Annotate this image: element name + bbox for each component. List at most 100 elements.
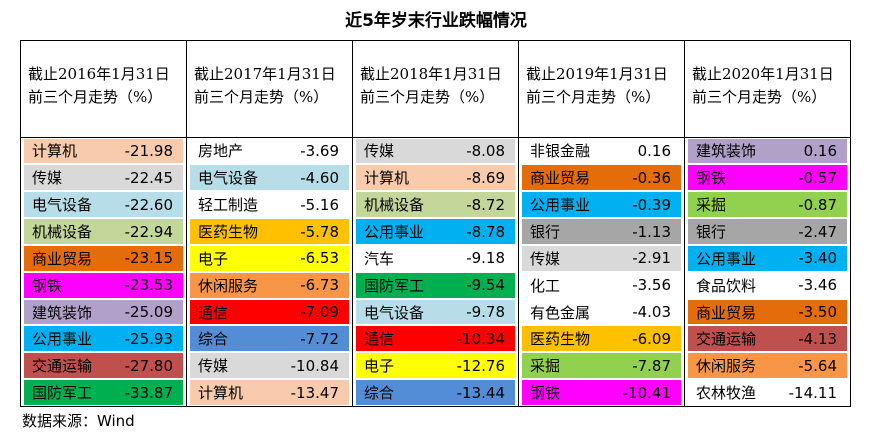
industry-name: 通信: [364, 330, 395, 349]
industry-name: 传媒: [530, 249, 561, 268]
change-value: -1.13: [632, 222, 671, 241]
header-line: 前三个月走势（%）: [28, 88, 163, 106]
change-value: -12.76: [456, 356, 505, 375]
header-line: 截止2018年1月31日: [360, 65, 502, 83]
industry-name: 传媒: [32, 169, 63, 188]
change-value: -0.39: [632, 195, 671, 214]
change-value: -33.87: [124, 383, 173, 402]
change-value: -9.78: [466, 303, 505, 322]
industry-name: 公用事业: [696, 249, 757, 268]
change-value: -10.34: [456, 329, 505, 348]
industry-name: 建筑装饰: [696, 142, 757, 161]
change-value: -4.60: [300, 168, 339, 187]
industry-name: 钢铁: [696, 169, 727, 188]
industry-name: 电气设备: [364, 303, 425, 322]
industry-name: 钢铁: [32, 276, 63, 295]
table-row: 医药生物 -6.09: [522, 326, 681, 352]
table-row: 传媒 -10.84: [190, 353, 349, 379]
change-value: -2.47: [798, 222, 837, 241]
table-row: 钢铁 -0.57: [688, 165, 847, 191]
industry-name: 建筑装饰: [32, 303, 93, 322]
change-value: -23.53: [124, 276, 173, 295]
change-value: -6.73: [300, 276, 339, 295]
table-row: 机械设备 -8.72: [356, 192, 515, 218]
table-row: 钢铁 -23.53: [24, 272, 183, 298]
table-row: 公用事业 -3.40: [688, 245, 847, 271]
industry-name: 汽车: [364, 249, 395, 268]
change-value: -7.09: [300, 303, 339, 322]
table-row: 化工 -3.56: [522, 272, 681, 298]
column: 截止2018年1月31日 前三个月走势（%） 传媒 -8.08 计算机 -8.69 机械设备…: [353, 41, 519, 406]
industry-name: 采掘: [530, 357, 561, 376]
table-row: 计算机 -8.69: [356, 165, 515, 191]
industry-name: 医药生物: [530, 330, 591, 349]
change-value: 0.16: [637, 141, 671, 160]
industry-name: 电气设备: [198, 169, 259, 188]
table-row: 计算机 -21.98: [24, 138, 183, 164]
industry-name: 食品饮料: [696, 276, 757, 295]
table-row: 公用事业 -8.78: [356, 219, 515, 244]
column: 截止2017年1月31日 前三个月走势（%） 房地产 -3.69 电气设备 -4.60 轻工…: [187, 41, 353, 406]
industry-name: 传媒: [364, 142, 395, 161]
change-value: -9.18: [466, 249, 505, 268]
title: 近5年岁末行业跌幅情况: [345, 11, 527, 31]
change-value: -8.78: [466, 222, 505, 241]
industry-name: 商业贸易: [696, 303, 757, 322]
change-value: -3.69: [300, 141, 339, 160]
change-value: -8.69: [466, 168, 505, 187]
table-row: 公用事业 -0.39: [522, 192, 681, 218]
change-value: -13.47: [290, 383, 339, 402]
table-row: 公用事业 -25.93: [24, 326, 183, 352]
table-row: 交通运输 -27.80: [24, 353, 183, 379]
change-value: -0.57: [798, 168, 837, 187]
change-value: -3.50: [798, 303, 837, 322]
header-line: 前三个月走势（%）: [360, 88, 495, 106]
industry-name: 非银金融: [530, 142, 591, 161]
change-value: -5.78: [300, 222, 339, 241]
header-line: 前三个月走势（%）: [194, 88, 329, 106]
change-value: -8.72: [466, 195, 505, 214]
column-header: 截止2016年1月31日 前三个月走势（%）: [21, 41, 186, 138]
industry-name: 综合: [198, 330, 229, 349]
change-value: -4.03: [632, 303, 671, 322]
change-value: -22.60: [124, 195, 173, 214]
table-row: 商业贸易 -23.15: [24, 245, 183, 271]
header-line: 截止2019年1月31日: [526, 65, 668, 83]
industry-name: 农林牧渔: [696, 384, 757, 403]
table-row: 商业贸易 -3.50: [688, 299, 847, 325]
industry-name: 商业贸易: [32, 249, 93, 268]
industry-name: 计算机: [364, 169, 410, 188]
table-row: 电气设备 -22.60: [24, 192, 183, 218]
industry-name: 综合: [364, 384, 395, 403]
column: 截止2016年1月31日 前三个月走势（%） 计算机 -21.98 传媒 -22.45 电气…: [21, 41, 187, 406]
industry-name: 电子: [364, 357, 395, 376]
table-row: 电子 -6.53: [190, 245, 349, 271]
industry-name: 通信: [198, 303, 229, 322]
industry-name: 休闲服务: [198, 276, 259, 295]
table-row: 采掘 -0.87: [688, 192, 847, 218]
table-row: 食品饮料 -3.46: [688, 272, 847, 298]
change-value: -10.41: [622, 383, 671, 402]
change-value: -21.98: [124, 141, 173, 160]
industry-name: 医药生物: [198, 223, 259, 241]
industry-name: 机械设备: [32, 223, 93, 241]
change-value: 0.16: [803, 141, 837, 160]
industry-name: 国防军工: [364, 276, 425, 295]
header-line: 前三个月走势（%）: [526, 88, 661, 106]
change-value: -10.84: [290, 356, 339, 375]
table-row: 交通运输 -4.13: [688, 326, 847, 352]
change-value: -5.16: [300, 195, 339, 214]
table-row: 银行 -2.47: [688, 219, 847, 244]
table-row: 房地产 -3.69: [190, 138, 349, 164]
table-row: 商业贸易 -0.36: [522, 165, 681, 191]
industry-name: 计算机: [32, 142, 78, 161]
header-line: 截止2020年1月31日: [692, 65, 834, 83]
industry-name: 公用事业: [32, 330, 93, 349]
change-value: -22.45: [124, 168, 173, 187]
table-row: 银行 -1.13: [522, 219, 681, 244]
table-row: 休闲服务 -5.64: [688, 353, 847, 379]
table-row: 综合 -13.44: [356, 380, 515, 405]
change-value: -3.46: [798, 276, 837, 295]
table-row: 国防军工 -9.54: [356, 272, 515, 298]
change-value: -2.91: [632, 249, 671, 268]
